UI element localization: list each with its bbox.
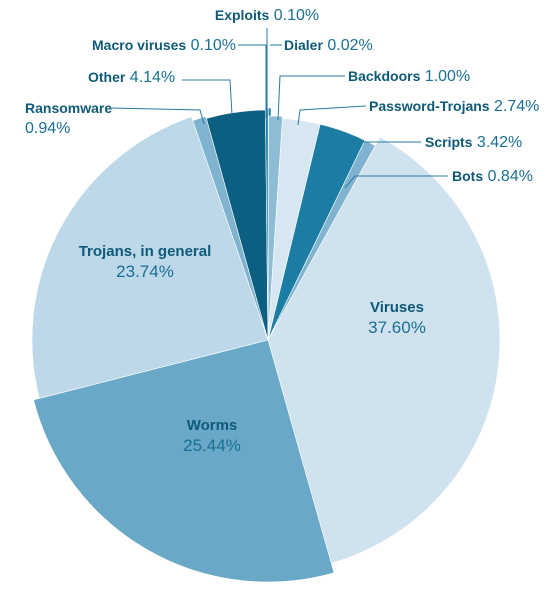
slice-name-password-trojans: Password-Trojans bbox=[369, 98, 490, 114]
leader-line-other bbox=[182, 79, 233, 116]
slice-value-viruses: 37.60% bbox=[368, 318, 426, 337]
pie-slice-ransomware bbox=[192, 116, 269, 341]
slice-value-scripts: 3.42% bbox=[472, 134, 522, 151]
slice-value-worms: 25.44% bbox=[183, 436, 241, 455]
slice-label-dialer: Dialer 0.02% bbox=[284, 37, 373, 54]
pie-slice-worms bbox=[33, 339, 335, 583]
slice-value-ransomware: 0.94% bbox=[25, 120, 70, 137]
leader-lines bbox=[111, 28, 448, 189]
slice-value-bots: 0.84% bbox=[483, 168, 533, 185]
slice-label-exploits: Exploits 0.10% bbox=[215, 7, 319, 24]
slice-value-exploits: 0.10% bbox=[269, 7, 319, 24]
pie-slice-trojans-in-general bbox=[31, 116, 269, 399]
pie-slices bbox=[31, 107, 501, 583]
slice-labels: Exploits 0.10% Dialer 0.02% Backdoors 1.00… bbox=[25, 7, 539, 455]
slice-name-viruses: Viruses bbox=[370, 299, 424, 316]
leader-line-password-trojans bbox=[297, 105, 367, 126]
leader-line-macro-viruses bbox=[238, 44, 267, 118]
slice-label-backdoors: Backdoors 1.00% bbox=[348, 68, 470, 85]
leader-line-bots bbox=[344, 175, 448, 189]
slice-name-bots: Bots bbox=[452, 168, 483, 184]
slice-value-password-trojans: 2.74% bbox=[490, 98, 540, 115]
leader-line-scripts bbox=[329, 141, 421, 161]
slice-name-dialer: Dialer bbox=[284, 37, 323, 53]
slice-label-other: Other 4.14% bbox=[88, 69, 175, 86]
slice-name-macro-viruses: Macro viruses bbox=[92, 37, 186, 53]
slice-name-other: Other bbox=[88, 69, 126, 85]
slice-value-macro-viruses: 0.10% bbox=[186, 37, 236, 54]
slice-value-backdoors: 1.00% bbox=[420, 68, 470, 85]
slice-name-worms: Worms bbox=[187, 417, 238, 434]
slice-name-exploits: Exploits bbox=[215, 7, 270, 23]
slice-label-macro-viruses: Macro viruses 0.10% bbox=[92, 37, 236, 54]
slice-name-backdoors: Backdoors bbox=[348, 68, 421, 84]
leader-line-ransomware bbox=[111, 107, 205, 125]
slice-label-bots: Bots 0.84% bbox=[452, 168, 533, 185]
slice-name-ransomware: Ransomware bbox=[25, 100, 112, 116]
slice-value-trojans-in-general: 23.74% bbox=[116, 262, 174, 281]
slice-label-scripts: Scripts 3.42% bbox=[425, 134, 522, 151]
slice-name-scripts: Scripts bbox=[425, 134, 473, 150]
leader-line-backdoors bbox=[277, 75, 345, 121]
pie-slice-viruses bbox=[267, 136, 501, 564]
slice-label-password-trojans: Password-Trojans 2.74% bbox=[369, 98, 539, 115]
slice-value-dialer: 0.02% bbox=[323, 37, 373, 54]
slice-name-trojans-in-general: Trojans, in general bbox=[79, 243, 212, 260]
slice-value-other: 4.14% bbox=[125, 69, 175, 86]
